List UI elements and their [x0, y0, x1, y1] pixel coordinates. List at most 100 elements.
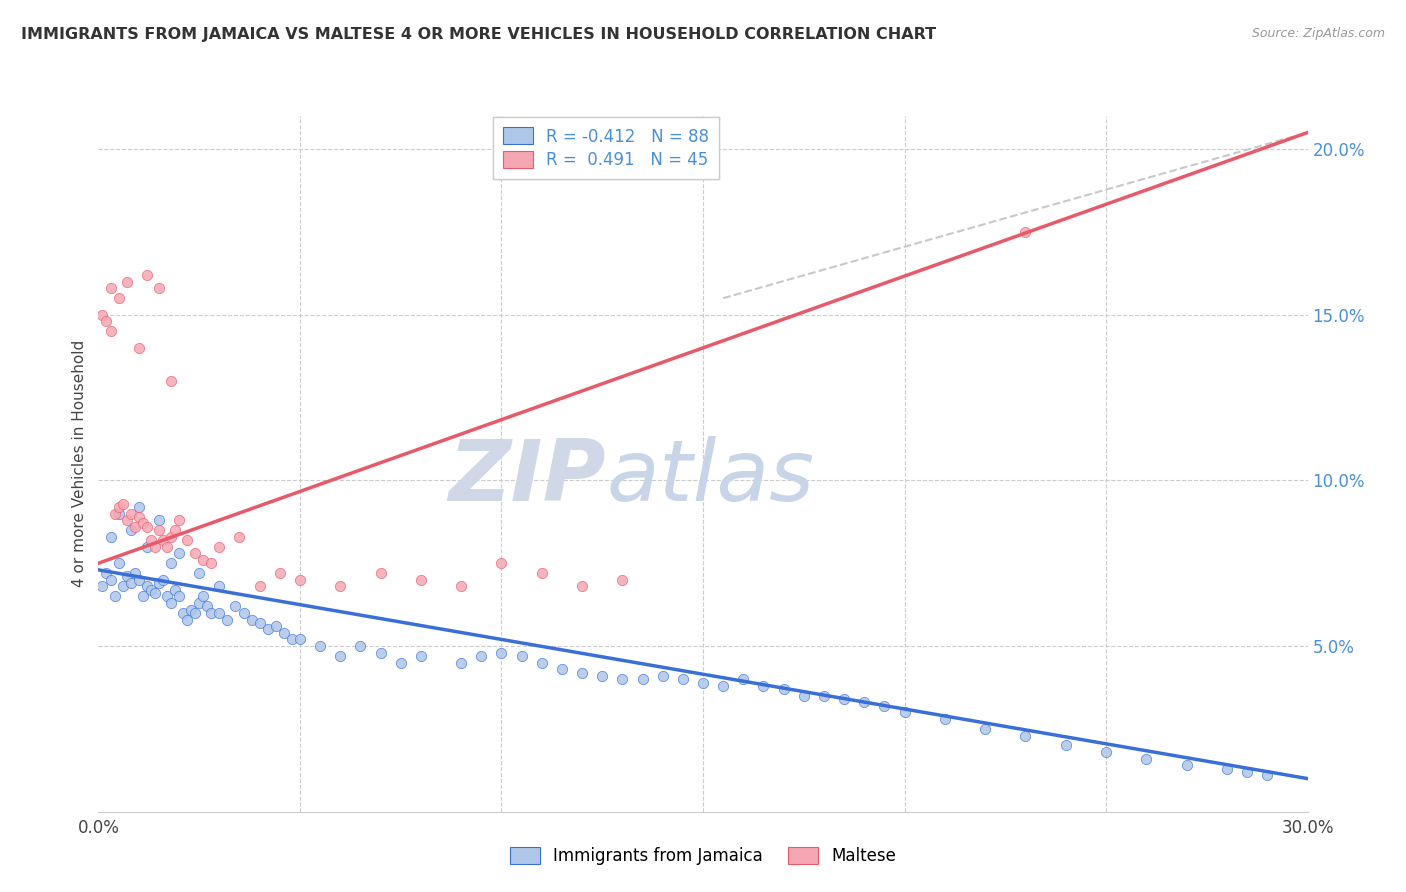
Point	[651, 669, 673, 683]
Point	[193, 590, 215, 604]
Point	[115, 275, 138, 289]
Point	[124, 520, 146, 534]
Point	[1095, 745, 1118, 759]
Point	[249, 615, 271, 630]
Point	[733, 672, 755, 686]
Point	[281, 632, 304, 647]
Point	[409, 573, 432, 587]
Point	[934, 712, 956, 726]
Point	[96, 314, 118, 328]
Point	[389, 656, 412, 670]
Point	[167, 590, 190, 604]
Point	[631, 672, 654, 686]
Point	[273, 625, 295, 640]
Point	[184, 546, 207, 560]
Y-axis label: 4 or more Vehicles in Household: 4 or more Vehicles in Household	[72, 340, 87, 588]
Point	[103, 590, 125, 604]
Point	[813, 689, 835, 703]
Point	[288, 573, 311, 587]
Point	[135, 268, 157, 282]
Point	[132, 516, 155, 531]
Point	[217, 613, 239, 627]
Point	[470, 648, 492, 663]
Text: atlas: atlas	[606, 436, 814, 519]
Point	[156, 540, 179, 554]
Point	[103, 507, 125, 521]
Point	[128, 341, 150, 355]
Point	[853, 695, 876, 709]
Point	[1135, 752, 1157, 766]
Point	[370, 566, 392, 581]
Point	[156, 590, 179, 604]
Point	[208, 606, 231, 620]
Point	[450, 656, 472, 670]
Point	[139, 582, 162, 597]
Point	[115, 569, 138, 583]
Point	[309, 639, 332, 653]
Point	[551, 662, 574, 676]
Point	[510, 648, 533, 663]
Point	[1175, 758, 1198, 772]
Point	[163, 523, 186, 537]
Point	[167, 513, 190, 527]
Point	[329, 648, 352, 663]
Point	[143, 586, 166, 600]
Point	[409, 648, 432, 663]
Point	[873, 698, 896, 713]
Point	[530, 656, 553, 670]
Point	[772, 682, 794, 697]
Point	[100, 281, 122, 295]
Point	[135, 520, 157, 534]
Point	[152, 573, 174, 587]
Point	[160, 374, 183, 388]
Point	[974, 722, 997, 736]
Point	[269, 566, 291, 581]
Point	[143, 540, 166, 554]
Point	[120, 523, 142, 537]
Point	[228, 530, 250, 544]
Point	[100, 573, 122, 587]
Point	[208, 579, 231, 593]
Point	[349, 639, 371, 653]
Point	[832, 692, 855, 706]
Point	[188, 596, 211, 610]
Point	[172, 606, 194, 620]
Point	[264, 619, 287, 633]
Point	[160, 556, 183, 570]
Point	[152, 533, 174, 547]
Text: Source: ZipAtlas.com: Source: ZipAtlas.com	[1251, 27, 1385, 40]
Point	[132, 590, 155, 604]
Point	[1216, 762, 1239, 776]
Point	[530, 566, 553, 581]
Point	[160, 530, 183, 544]
Point	[135, 540, 157, 554]
Point	[111, 497, 134, 511]
Point	[115, 513, 138, 527]
Point	[224, 599, 246, 614]
Point	[208, 540, 231, 554]
Point	[100, 530, 122, 544]
Point	[1014, 729, 1036, 743]
Point	[148, 576, 170, 591]
Point	[692, 675, 714, 690]
Point	[180, 602, 202, 616]
Point	[124, 566, 146, 581]
Point	[167, 546, 190, 560]
Point	[195, 599, 218, 614]
Point	[135, 579, 157, 593]
Point	[128, 573, 150, 587]
Point	[893, 706, 915, 720]
Point	[288, 632, 311, 647]
Point	[128, 500, 150, 514]
Point	[752, 679, 775, 693]
Point	[111, 579, 134, 593]
Point	[200, 606, 222, 620]
Point	[163, 582, 186, 597]
Point	[91, 308, 114, 322]
Point	[184, 606, 207, 620]
Point	[591, 669, 613, 683]
Point	[193, 553, 215, 567]
Point	[672, 672, 695, 686]
Point	[793, 689, 815, 703]
Point	[329, 579, 352, 593]
